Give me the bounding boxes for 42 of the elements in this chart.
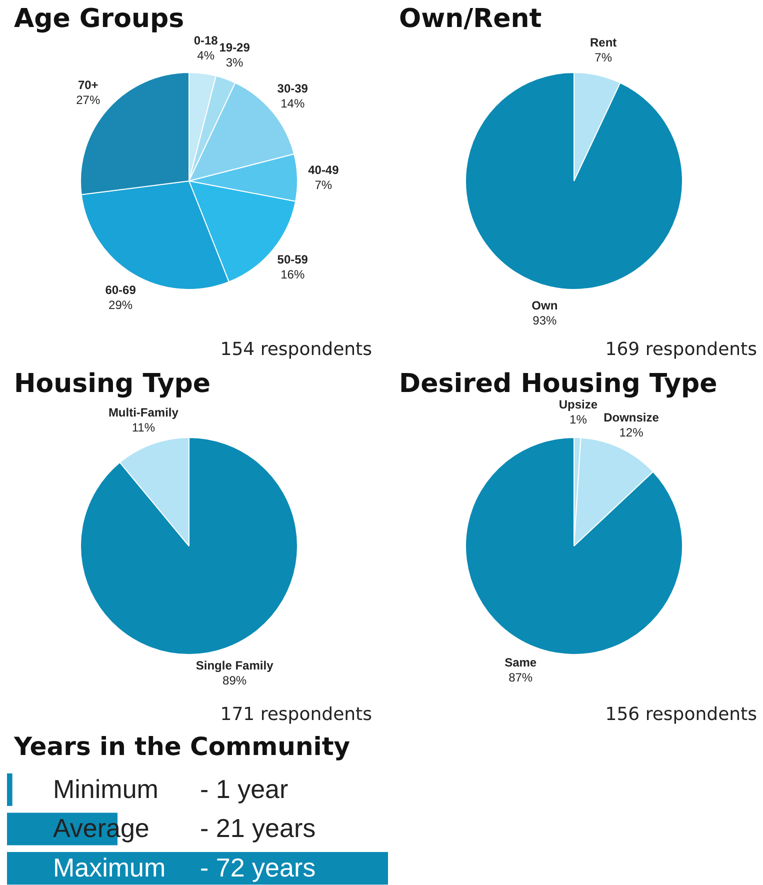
data-label: 93% [532,313,557,328]
slice-label: 70+ [78,78,98,92]
slice-label: 50-59 [277,252,308,267]
slice-label: Same [504,655,537,670]
slice-label: 19-29 [219,40,250,54]
text: 154 respondents [220,339,372,360]
chart-title: Age Groups [14,4,184,34]
y-tick-label: Minimum [53,774,158,804]
data-label: 16% [280,268,305,282]
chart-title: Years in the Community [14,732,350,761]
y-tick-label: Maximum [53,852,166,883]
slice-label: Upsize [558,398,598,412]
annotation: - 72 years [200,852,316,883]
data-label: 7% [594,50,612,65]
slice-label: Multi-Family [108,405,179,420]
slice-label: Own [532,298,558,312]
data-label: 4% [197,48,215,63]
chart-title: Desired Housing Type [399,369,718,399]
slice-label: 40-49 [308,162,340,177]
data-label: 27% [76,93,100,108]
data-label: 1% [570,412,588,427]
chart-title: Housing Type [14,369,211,399]
slice-label: 60-69 [105,282,136,297]
slice-label: Downsize [604,410,660,424]
data-label: 89% [222,674,247,688]
chart-title: Own/Rent [399,4,542,34]
text: 171 respondents [220,704,372,725]
data-label: 3% [226,55,244,70]
slice-label: 30-39 [277,81,308,96]
text: 169 respondents [605,339,757,360]
data-label: 11% [132,420,156,434]
data-label: 29% [108,298,133,312]
data-label: 14% [280,96,305,110]
slice-label: Rent [590,36,617,50]
slice-label: 0-18 [194,34,218,48]
data-label: 87% [508,670,533,684]
data-label: 7% [314,178,332,192]
data-label: 12% [619,425,644,440]
text: 156 respondents [605,704,757,725]
annotation: - 1 year [200,774,288,804]
slice-label: Single Family [196,658,274,673]
annotation: - 21 years [200,813,316,844]
